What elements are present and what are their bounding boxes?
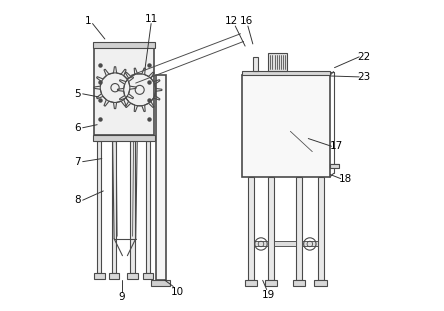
Bar [330,164,339,169]
Text: 17: 17 [329,141,343,151]
Text: 1: 1 [85,16,91,26]
Text: 23: 23 [357,72,370,82]
Text: 9: 9 [119,292,125,302]
Bar [242,75,330,177]
Bar [296,177,302,280]
Bar [127,273,138,279]
Bar [268,53,287,71]
Bar [94,273,105,279]
Bar [109,273,119,279]
Bar [253,57,258,71]
Text: 8: 8 [75,195,81,205]
Bar [314,280,327,286]
Bar [302,242,317,246]
Text: 18: 18 [339,174,352,183]
Bar [96,48,154,133]
Text: 6: 6 [75,123,81,133]
Bar [93,42,155,48]
Bar [143,273,153,279]
Text: 10: 10 [171,287,184,297]
Bar [268,177,274,280]
Text: 22: 22 [357,52,370,62]
Bar [245,280,257,286]
Bar [274,242,296,246]
Bar [93,136,155,141]
Bar [151,280,170,286]
Bar [265,280,278,286]
Text: 5: 5 [75,89,81,99]
Text: 12: 12 [225,16,238,26]
Bar [242,71,330,75]
Bar [317,177,324,280]
Bar [293,280,305,286]
Bar [112,141,116,273]
Bar [94,48,154,136]
Bar [131,141,135,273]
Bar [146,141,150,273]
Text: 7: 7 [75,157,81,167]
Text: 19: 19 [262,290,275,300]
Bar [156,75,166,280]
Text: 16: 16 [239,16,253,26]
Bar [248,177,254,280]
Bar [254,242,268,246]
Text: 11: 11 [144,14,158,24]
Bar [97,141,102,273]
